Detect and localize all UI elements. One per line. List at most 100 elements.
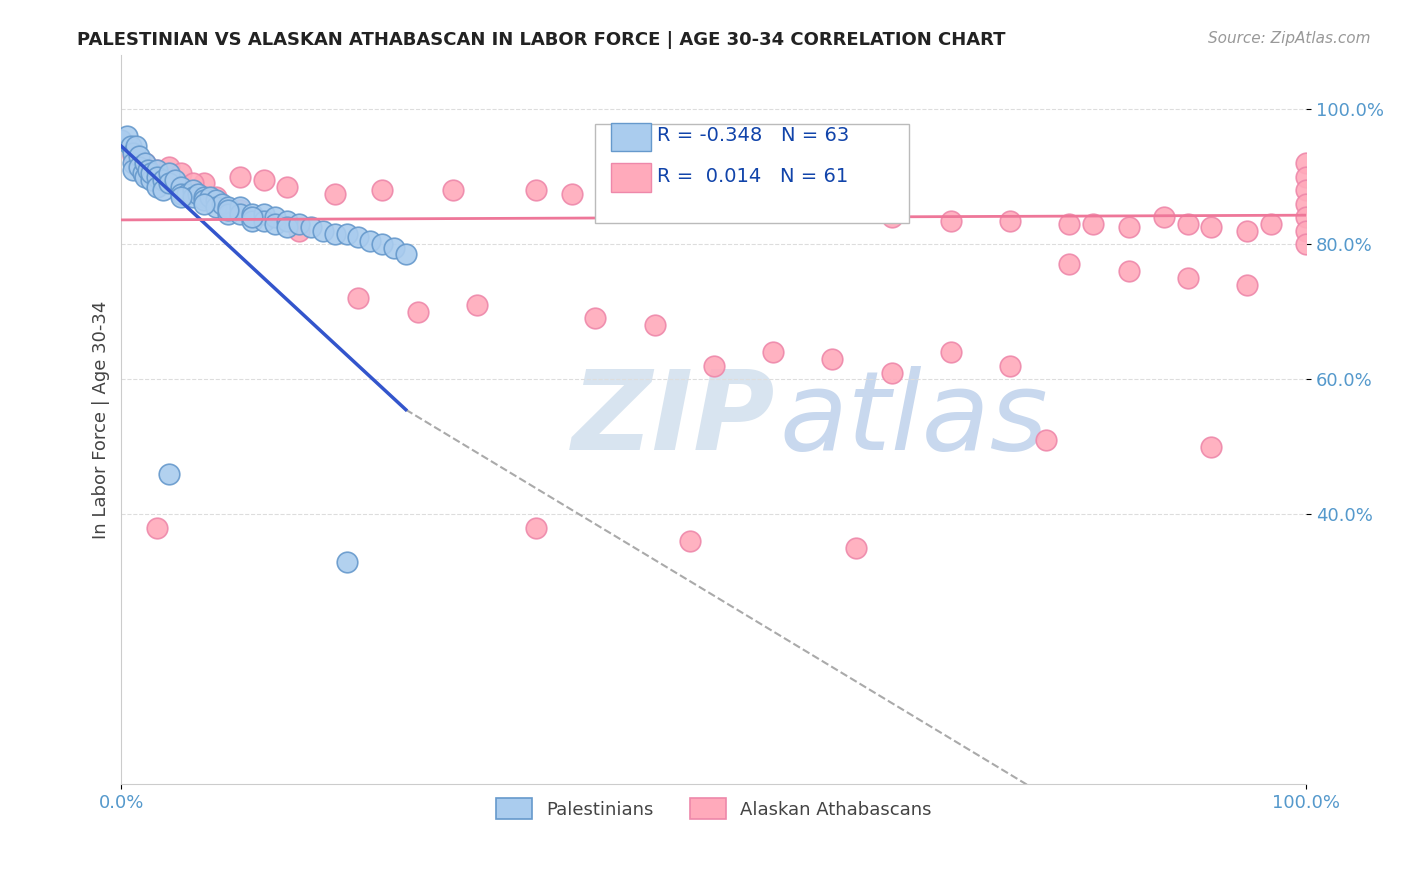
Legend: Palestinians, Alaskan Athabascans: Palestinians, Alaskan Athabascans <box>488 791 939 827</box>
Point <box>1153 211 1175 225</box>
Point <box>276 179 298 194</box>
Point <box>335 555 357 569</box>
Point <box>1295 237 1317 252</box>
FancyBboxPatch shape <box>610 163 651 192</box>
Point <box>152 173 174 187</box>
Point <box>229 207 252 221</box>
Point <box>122 156 145 170</box>
Point <box>128 149 150 163</box>
Point <box>939 213 962 227</box>
Point <box>1295 211 1317 225</box>
Point <box>880 211 903 225</box>
Point <box>395 247 418 261</box>
Point <box>146 169 169 184</box>
Point <box>163 173 186 187</box>
Point <box>170 186 193 201</box>
Point <box>122 146 145 161</box>
Point <box>205 190 228 204</box>
Point <box>1295 183 1317 197</box>
Point <box>157 160 180 174</box>
Point <box>134 169 156 184</box>
Point <box>229 203 252 218</box>
Text: atlas: atlas <box>779 367 1047 474</box>
Point <box>110 132 132 146</box>
Point <box>347 230 370 244</box>
Point <box>146 521 169 535</box>
Point <box>371 183 394 197</box>
Point <box>205 200 228 214</box>
Point <box>146 163 169 178</box>
Point <box>240 213 263 227</box>
Point <box>157 467 180 481</box>
Point <box>132 166 155 180</box>
Point <box>347 291 370 305</box>
Point <box>524 521 547 535</box>
Y-axis label: In Labor Force | Age 30-34: In Labor Force | Age 30-34 <box>93 301 110 539</box>
Point <box>128 160 150 174</box>
Point <box>229 200 252 214</box>
Point <box>703 186 725 201</box>
Point <box>288 217 311 231</box>
Point <box>1059 257 1081 271</box>
Point <box>762 345 785 359</box>
Text: R = -0.348   N = 63: R = -0.348 N = 63 <box>657 126 849 145</box>
Point <box>124 139 146 153</box>
Point <box>181 177 204 191</box>
Point <box>1295 196 1317 211</box>
Point <box>181 190 204 204</box>
FancyBboxPatch shape <box>610 123 651 152</box>
Point <box>312 224 335 238</box>
Point <box>211 196 233 211</box>
Point <box>1118 220 1140 235</box>
Point <box>120 139 142 153</box>
Point <box>117 129 139 144</box>
Point <box>193 196 215 211</box>
Point <box>139 173 162 187</box>
Point <box>1059 217 1081 231</box>
Point <box>1295 156 1317 170</box>
Point <box>323 186 346 201</box>
Point <box>122 149 145 163</box>
Point <box>122 163 145 178</box>
Point <box>276 220 298 235</box>
Point <box>187 186 209 201</box>
Point <box>1118 264 1140 278</box>
Point <box>170 190 193 204</box>
Point <box>205 194 228 208</box>
Point <box>1201 220 1223 235</box>
Text: PALESTINIAN VS ALASKAN ATHABASCAN IN LABOR FORCE | AGE 30-34 CORRELATION CHART: PALESTINIAN VS ALASKAN ATHABASCAN IN LAB… <box>77 31 1005 49</box>
Point <box>264 211 287 225</box>
Point <box>1177 271 1199 285</box>
Point <box>181 183 204 197</box>
Point <box>1201 440 1223 454</box>
Point <box>441 183 464 197</box>
Point <box>323 227 346 241</box>
Point <box>139 166 162 180</box>
Point <box>170 179 193 194</box>
Point <box>371 237 394 252</box>
Point <box>821 186 844 201</box>
Point <box>1295 224 1317 238</box>
Point <box>998 213 1021 227</box>
Point <box>679 534 702 549</box>
Point <box>217 200 239 214</box>
Point <box>703 359 725 373</box>
Text: Source: ZipAtlas.com: Source: ZipAtlas.com <box>1208 31 1371 46</box>
Point <box>1260 217 1282 231</box>
Point <box>146 179 169 194</box>
Point <box>217 207 239 221</box>
Point <box>583 311 606 326</box>
Point <box>1035 433 1057 447</box>
Text: R =  0.014   N = 61: R = 0.014 N = 61 <box>657 168 848 186</box>
Point <box>193 177 215 191</box>
Point <box>157 166 180 180</box>
Point <box>200 190 222 204</box>
Point <box>1177 217 1199 231</box>
Point <box>152 183 174 197</box>
Text: ZIP: ZIP <box>572 367 775 474</box>
Point <box>276 213 298 227</box>
Point <box>607 190 630 204</box>
Point <box>136 163 159 178</box>
Point <box>217 203 239 218</box>
Point <box>157 177 180 191</box>
